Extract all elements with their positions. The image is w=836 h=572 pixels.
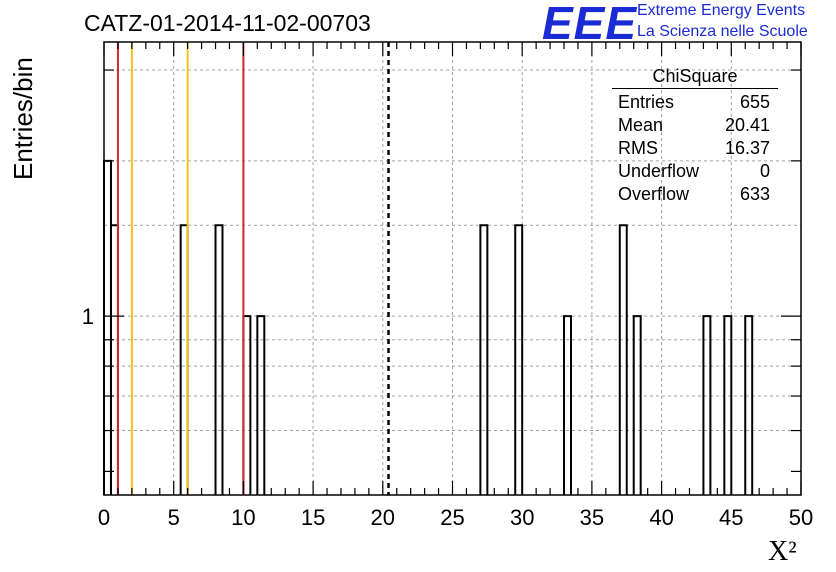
histogram-bin <box>256 315 266 495</box>
x-axis-label: X² <box>768 536 797 567</box>
y-tick-label: 1 <box>82 304 94 329</box>
logo-line-2: La Scienza nelle Scuole <box>637 23 808 40</box>
stats-row-rms: RMS 16.37 <box>612 137 778 160</box>
x-tick-label: 40 <box>649 505 673 530</box>
x-tick-label: 35 <box>580 505 604 530</box>
histogram-bin <box>109 224 119 495</box>
histogram-bin <box>723 315 733 495</box>
histogram-bin <box>103 159 112 495</box>
stats-row-overflow: Overflow 633 <box>612 183 778 206</box>
x-tick-label: 20 <box>371 505 395 530</box>
histogram-bin <box>179 224 189 495</box>
stats-value: 633 <box>739 184 770 204</box>
stats-label: Mean <box>618 115 664 135</box>
stats-label: Entries <box>618 92 675 112</box>
histogram-bin <box>563 315 572 495</box>
stats-label: RMS <box>618 138 658 158</box>
stats-row-entries: Entries 655 <box>612 91 778 114</box>
eee-logo: EEE <box>542 0 638 49</box>
stats-label: Overflow <box>618 184 690 204</box>
x-tick-label: 15 <box>301 505 325 530</box>
x-tick-label: 25 <box>440 505 464 530</box>
histogram-bin <box>514 224 524 495</box>
stats-value: 0 <box>759 161 770 181</box>
stats-row-mean: Mean 20.41 <box>612 114 778 137</box>
stats-value: 16.37 <box>724 138 770 158</box>
x-tick-label: 5 <box>168 505 180 530</box>
x-tick-label: 10 <box>231 505 255 530</box>
histogram-bin <box>214 224 224 495</box>
stats-value: 655 <box>739 92 770 112</box>
histogram-bin <box>632 315 642 495</box>
histogram-bin <box>744 315 754 495</box>
x-tick-label: 0 <box>98 505 110 530</box>
histogram-bin <box>702 315 712 495</box>
histogram-bin <box>618 224 628 495</box>
stats-row-underflow: Underflow 0 <box>612 160 778 183</box>
x-tick-label: 30 <box>510 505 534 530</box>
logo-line-1: Extreme Energy Events <box>637 2 806 19</box>
stats-box: ChiSquare Entries 655 Mean 20.41 RMS 16.… <box>612 66 778 206</box>
stats-divider <box>612 88 778 89</box>
stats-title: ChiSquare <box>652 66 738 86</box>
histogram-bin <box>479 224 489 495</box>
chart-title: CATZ-01-2014-11-02-00703 <box>84 10 371 36</box>
stats-value: 20.41 <box>724 115 770 135</box>
x-tick-label: 50 <box>789 505 813 530</box>
stats-label: Underflow <box>618 161 700 181</box>
histogram-bin <box>242 315 252 495</box>
x-tick-label: 45 <box>719 505 743 530</box>
